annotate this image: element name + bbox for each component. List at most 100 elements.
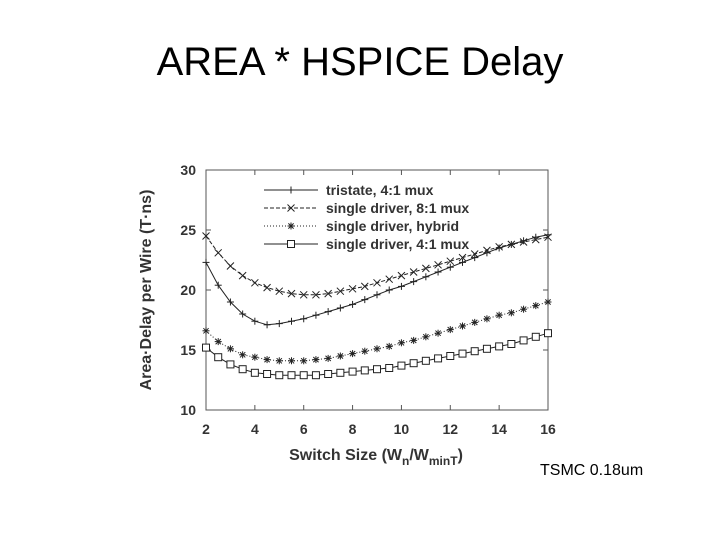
- marker-asterisk: [434, 329, 442, 337]
- marker-square: [373, 365, 381, 374]
- marker-square: [531, 332, 540, 341]
- y-tick-label: 25: [180, 222, 196, 238]
- marker-square: [446, 352, 455, 360]
- marker-x: [422, 264, 430, 273]
- marker-x: [495, 242, 503, 251]
- marker-plus: [324, 308, 332, 316]
- marker-x: [287, 204, 295, 212]
- marker-square: [409, 359, 418, 368]
- marker-square: [250, 368, 259, 377]
- marker-plus: [202, 258, 210, 266]
- marker-plus: [349, 300, 357, 308]
- marker-x: [507, 240, 516, 249]
- marker-asterisk: [483, 315, 491, 323]
- marker-x: [385, 275, 394, 284]
- marker-x: [409, 268, 418, 276]
- marker-x: [373, 278, 381, 287]
- legend-item: single driver, hybrid: [264, 218, 459, 234]
- marker-x: [251, 278, 259, 287]
- x-axis-label-mid: /W: [409, 447, 429, 464]
- x-tick-label: 4: [251, 421, 259, 437]
- x-tick-label: 6: [300, 421, 308, 437]
- marker-asterisk: [214, 338, 222, 346]
- marker-x: [531, 235, 540, 244]
- marker-square: [263, 370, 272, 378]
- marker-square: [482, 344, 491, 353]
- marker-square: [202, 343, 210, 352]
- legend-label: single driver, 4:1 mux: [326, 236, 469, 252]
- series-3: [202, 298, 552, 365]
- marker-asterisk: [471, 318, 479, 326]
- marker-asterisk: [202, 327, 210, 335]
- marker-plus: [263, 321, 271, 329]
- marker-square: [226, 360, 235, 369]
- marker-square: [385, 364, 394, 372]
- y-tick-label: 15: [180, 342, 196, 358]
- marker-x: [470, 250, 479, 258]
- y-tick-label: 30: [180, 162, 196, 178]
- legend-item: single driver, 8:1 mux: [264, 200, 469, 216]
- marker-x: [299, 290, 308, 299]
- marker-x: [263, 283, 271, 292]
- axis-ticks: 2 4 6 8 10 12 14 16 10 15 20 25 30: [180, 162, 556, 437]
- y-tick-label: 10: [180, 402, 196, 418]
- marker-square: [421, 356, 430, 365]
- marker-plus: [251, 317, 259, 325]
- marker-x: [275, 287, 284, 296]
- marker-square: [470, 347, 479, 356]
- legend-label: single driver, 8:1 mux: [326, 200, 469, 216]
- marker-x: [348, 284, 357, 293]
- x-tick-label: 8: [349, 421, 357, 437]
- marker-plus: [275, 320, 283, 328]
- marker-plus: [410, 278, 418, 286]
- marker-x: [483, 246, 491, 255]
- marker-asterisk: [385, 342, 393, 350]
- marker-square: [336, 368, 345, 377]
- marker-x: [544, 233, 552, 242]
- x-axis-label-main: Switch Size (W: [289, 447, 403, 464]
- marker-asterisk: [275, 357, 283, 365]
- footnote-process: TSMC 0.18um: [540, 462, 644, 479]
- marker-plus: [495, 244, 503, 252]
- marker-asterisk: [336, 352, 344, 360]
- marker-asterisk: [507, 309, 515, 317]
- marker-x: [458, 253, 467, 262]
- marker-plus: [459, 258, 466, 266]
- marker-plus: [385, 286, 393, 294]
- marker-square: [324, 370, 333, 378]
- marker-x: [287, 289, 296, 298]
- marker-plus: [471, 254, 479, 262]
- marker-square: [348, 367, 357, 376]
- marker-asterisk: [239, 351, 247, 359]
- x-tick-label: 10: [394, 421, 410, 437]
- marker-x: [434, 260, 442, 269]
- marker-x: [226, 262, 235, 270]
- marker-square: [458, 349, 467, 358]
- marker-asterisk: [287, 222, 295, 230]
- marker-asterisk: [251, 353, 259, 361]
- marker-plus: [446, 263, 454, 271]
- marker-asterisk: [520, 305, 528, 313]
- legend-item: tristate, 4:1 mux: [264, 182, 434, 198]
- marker-asterisk: [373, 345, 381, 353]
- marker-asterisk: [410, 336, 418, 344]
- x-tick-label: 14: [491, 421, 507, 437]
- legend-label: tristate, 4:1 mux: [326, 182, 434, 198]
- marker-plus: [226, 298, 234, 306]
- marker-asterisk: [226, 345, 234, 353]
- marker-square: [275, 371, 284, 380]
- marker-plus: [214, 281, 222, 289]
- marker-square: [287, 371, 296, 380]
- marker-x: [397, 271, 406, 280]
- marker-asterisk: [263, 356, 271, 364]
- marker-square: [397, 361, 406, 370]
- marker-square: [519, 336, 528, 345]
- marker-x: [312, 290, 320, 299]
- legend: tristate, 4:1 mux single driver, 8:1 mux s…: [264, 182, 469, 252]
- marker-asterisk: [495, 311, 503, 319]
- marker-square: [299, 371, 308, 380]
- marker-plus: [434, 268, 442, 276]
- legend-label: single driver, hybrid: [326, 218, 459, 234]
- marker-square: [544, 329, 552, 338]
